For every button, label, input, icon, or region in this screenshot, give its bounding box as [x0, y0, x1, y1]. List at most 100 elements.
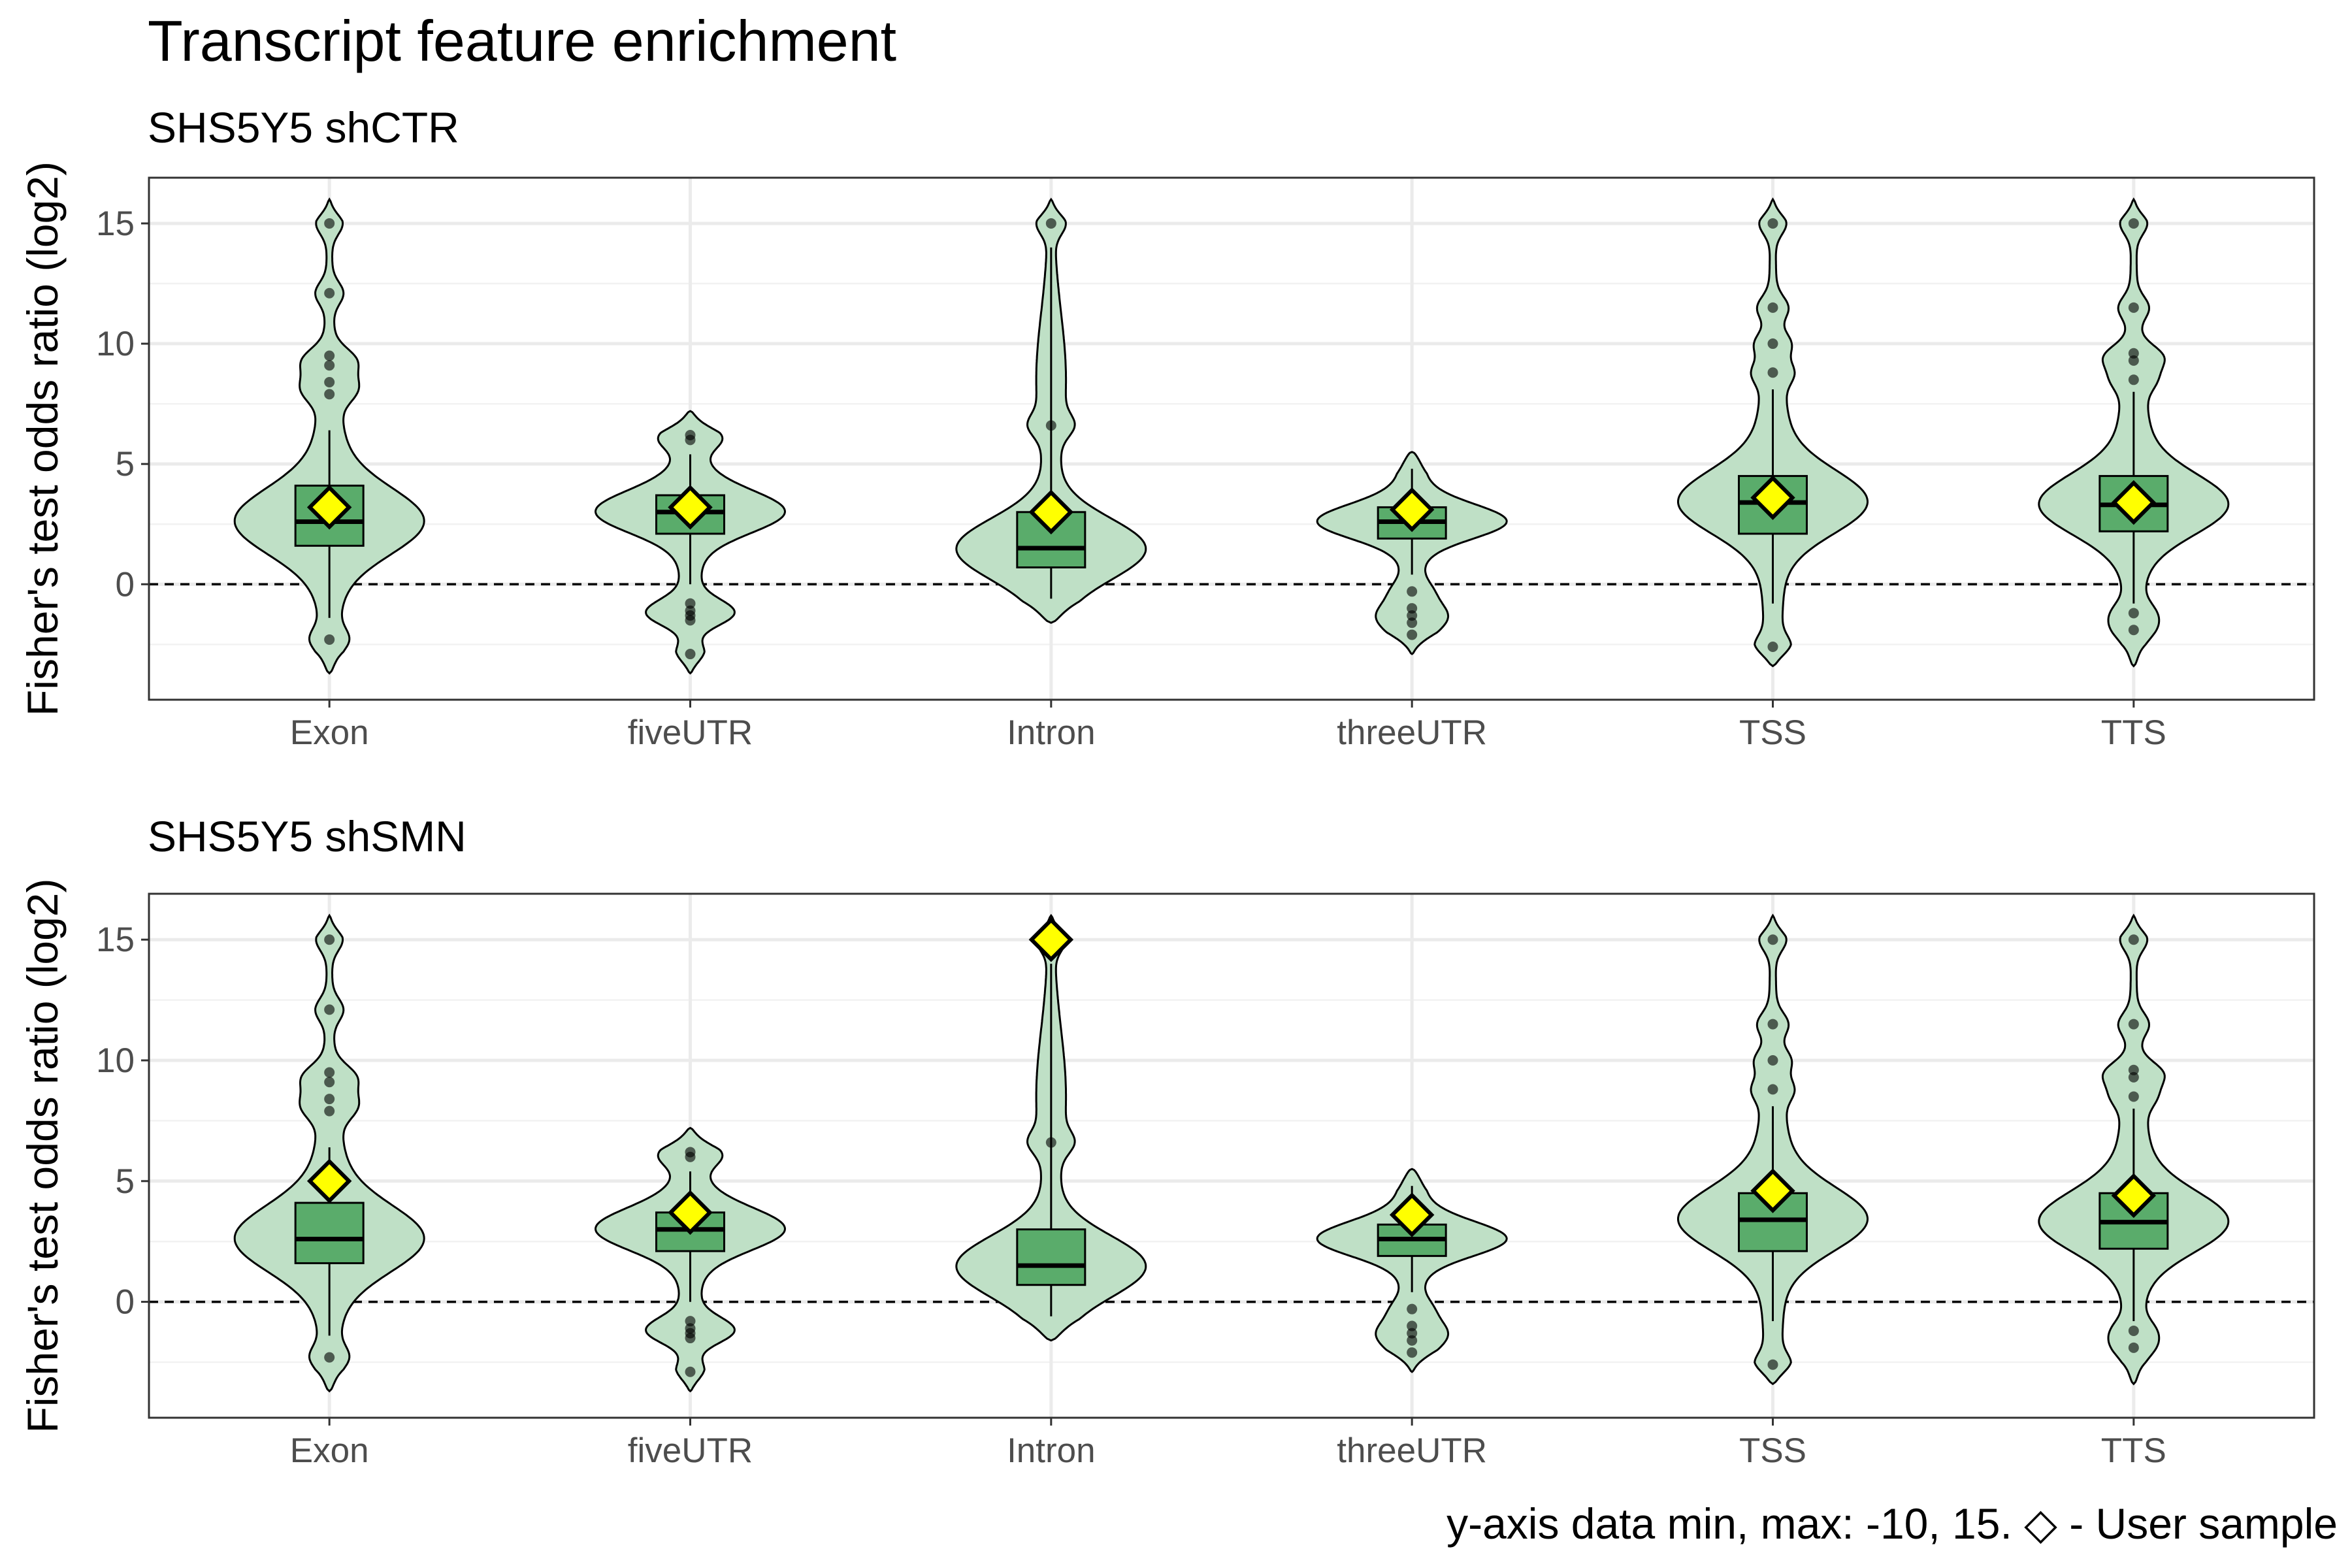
outlier-point	[324, 218, 335, 229]
outlier-point	[1767, 641, 1778, 652]
outlier-point	[685, 429, 696, 440]
x-tick-label: threeUTR	[1337, 713, 1487, 752]
outlier-point	[1767, 1019, 1778, 1030]
outlier-point	[2128, 1064, 2139, 1075]
plot-background	[149, 178, 2314, 700]
box-Exon	[294, 1201, 365, 1264]
user-sample-marker	[1750, 1168, 1795, 1213]
outlier-point	[1407, 1328, 1418, 1339]
outlier-point	[685, 649, 696, 660]
plot-background	[149, 894, 2314, 1418]
outlier-point	[324, 1004, 335, 1015]
outlier-point	[1407, 586, 1418, 597]
outlier-point	[1767, 367, 1778, 378]
x-tick-label: Exon	[290, 1431, 369, 1470]
user-sample-marker	[2111, 480, 2157, 525]
outlier-point	[1407, 610, 1418, 621]
outlier-point	[1407, 1347, 1418, 1358]
outlier-point	[2128, 1325, 2139, 1336]
panel-1: SHS5Y5 shCTR 0 5 10 15 Exon fiveUTR Intron three…	[18, 103, 2315, 752]
outlier-point	[324, 934, 335, 945]
x-tick-label: fiveUTR	[628, 1431, 753, 1470]
outlier-point	[2128, 608, 2139, 619]
user-sample-marker	[1389, 1192, 1435, 1237]
y-tick-label: 15	[96, 204, 135, 243]
user-sample-marker	[668, 1190, 713, 1235]
outlier-point	[1407, 603, 1418, 614]
outlier-point	[2128, 302, 2139, 313]
outlier-point	[324, 1077, 335, 1088]
outlier-point	[2128, 355, 2139, 366]
outlier-point	[2128, 374, 2139, 385]
x-tick-label: fiveUTR	[628, 713, 753, 752]
outlier-point	[685, 1366, 696, 1377]
x-tick-label: TSS	[1739, 1431, 1806, 1470]
outlier-point	[1045, 218, 1056, 229]
user-sample-marker	[1750, 475, 1795, 520]
figure-title: Transcript feature enrichment	[148, 8, 896, 73]
y-axis-title: Fisher's test odds ratio (log2)	[18, 161, 67, 716]
panel-border	[148, 892, 2315, 1419]
outlier-point	[1045, 1137, 1056, 1148]
outlier-point	[1767, 934, 1778, 945]
outlier-point	[2128, 934, 2139, 945]
x-tick-label: Intron	[1007, 713, 1096, 752]
y-tick-label: 0	[116, 565, 135, 604]
outlier-point	[685, 1316, 696, 1327]
outlier-point	[324, 376, 335, 387]
outlier-point	[685, 605, 696, 616]
outlier-point	[2128, 348, 2139, 359]
y-tick-label: 15	[96, 921, 135, 959]
x-tick-label: TTS	[2101, 1431, 2166, 1470]
outlier-point	[324, 389, 335, 400]
outlier-point	[2128, 1091, 2139, 1102]
user-sample-marker	[1028, 917, 1074, 962]
x-tick-label: Exon	[290, 713, 369, 752]
outlier-point	[1407, 1335, 1418, 1346]
y-tick-label: 0	[116, 1283, 135, 1322]
outlier-point	[1767, 338, 1778, 350]
outlier-point	[1407, 1320, 1418, 1331]
user-sample-marker	[668, 485, 713, 530]
x-tick-label: TSS	[1739, 713, 1806, 752]
outlier-point	[685, 1147, 696, 1158]
y-tick-label: 10	[96, 325, 135, 363]
outlier-point	[1767, 1084, 1778, 1095]
box-Intron	[1016, 1228, 1086, 1286]
outlier-point	[324, 287, 335, 299]
outlier-point	[1407, 1303, 1418, 1315]
figure-caption: y-axis data min, max: -10, 15. ◇ - User …	[1446, 1499, 2338, 1548]
outlier-point	[1767, 218, 1778, 229]
outlier-point	[324, 1067, 335, 1078]
panel-subtitle: SHS5Y5 shCTR	[148, 103, 459, 152]
x-tick-label: Intron	[1007, 1431, 1096, 1470]
outlier-point	[1407, 629, 1418, 640]
outlier-point	[2128, 1019, 2139, 1030]
outlier-point	[1767, 1359, 1778, 1370]
y-tick-label: 5	[116, 1162, 135, 1201]
outlier-point	[324, 1352, 335, 1363]
outlier-point	[2128, 1071, 2139, 1083]
y-tick-label: 10	[96, 1041, 135, 1080]
outlier-point	[324, 634, 335, 645]
user-sample-marker	[306, 485, 352, 530]
panel-2: SHS5Y5 shSMN 0 5 10 15 Exon fiveUTR Intron three…	[18, 812, 2315, 1470]
x-tick-label: threeUTR	[1337, 1431, 1487, 1470]
outlier-point	[1767, 1055, 1778, 1066]
panel-border	[148, 176, 2315, 701]
y-axis-title: Fisher's test odds ratio (log2)	[18, 879, 67, 1433]
user-sample-marker	[1028, 489, 1074, 535]
y-tick-label: 5	[116, 445, 135, 483]
outlier-point	[2128, 625, 2139, 636]
outlier-point	[685, 598, 696, 609]
outlier-point	[324, 1105, 335, 1117]
outlier-point	[324, 350, 335, 361]
outlier-point	[685, 1323, 696, 1334]
outlier-point	[324, 1094, 335, 1105]
user-sample-marker	[1389, 487, 1435, 532]
panel-subtitle: SHS5Y5 shSMN	[148, 812, 466, 860]
outlier-point	[1045, 420, 1056, 431]
outlier-point	[1767, 302, 1778, 313]
x-tick-label: TTS	[2101, 713, 2166, 752]
